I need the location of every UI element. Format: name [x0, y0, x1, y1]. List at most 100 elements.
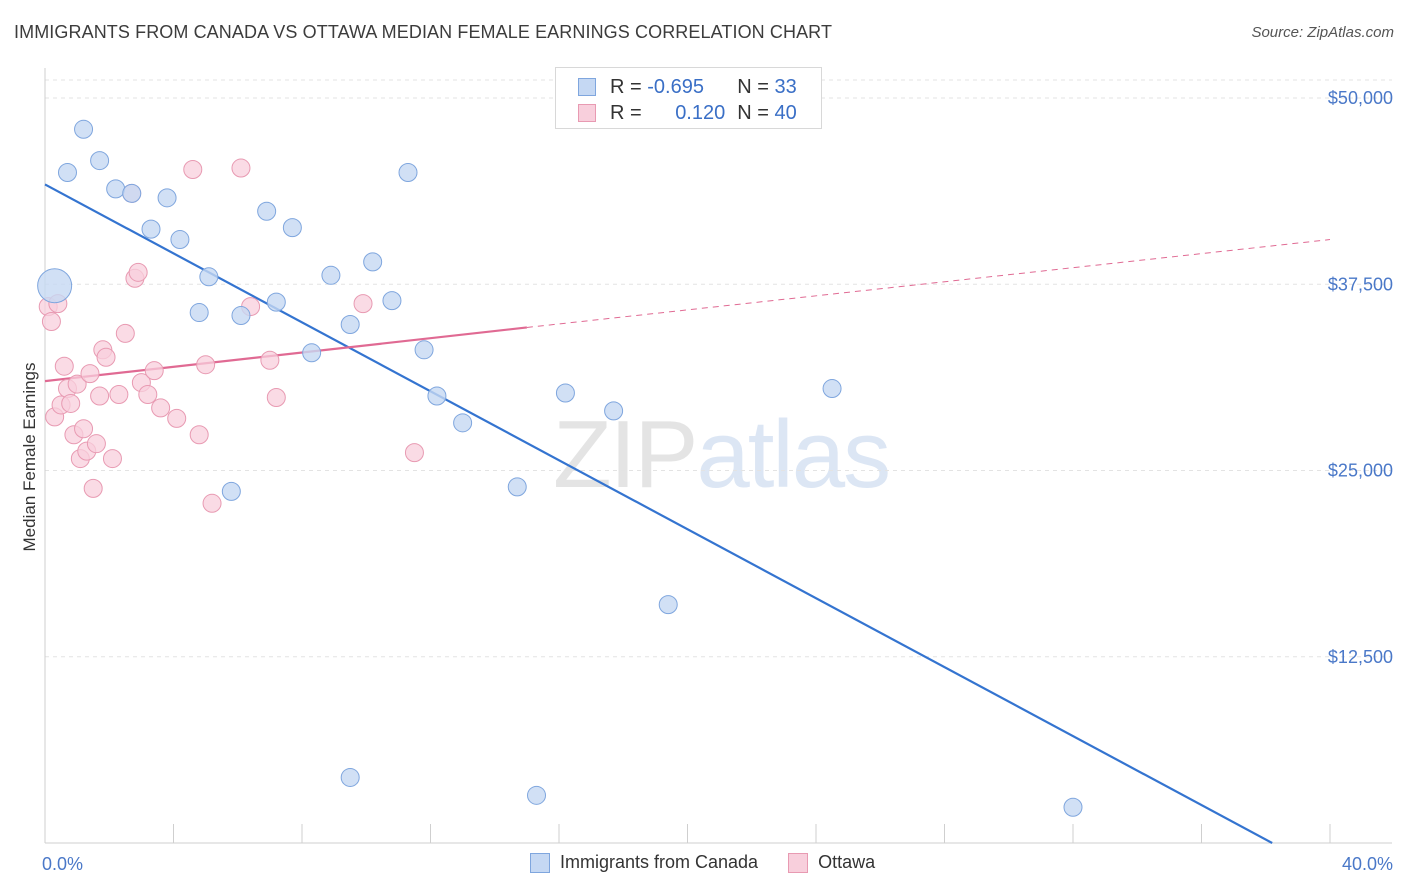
y-tick-label: $37,500	[1328, 274, 1393, 294]
trend-line-ottawa-extension	[526, 239, 1331, 328]
point-ottawa	[151, 398, 171, 418]
point-canada	[282, 218, 302, 238]
point-canada	[122, 183, 142, 203]
trend-lines	[44, 183, 1331, 844]
trend-line-ottawa	[44, 326, 527, 383]
point-canada	[453, 413, 473, 433]
legend-r-label: R =	[610, 101, 648, 124]
point-canada	[157, 188, 177, 208]
chart-title: IMMIGRANTS FROM CANADA VS OTTAWA MEDIAN …	[14, 22, 833, 42]
point-canada	[414, 340, 434, 360]
point-canada	[1063, 797, 1083, 817]
watermark-atlas: atlas	[696, 401, 891, 508]
point-canada	[189, 303, 209, 323]
point-ottawa	[54, 356, 74, 376]
point-ottawa	[196, 355, 216, 375]
point-ottawa	[189, 425, 209, 445]
point-canada	[427, 386, 447, 406]
point-ottawa	[41, 312, 61, 331]
point-canada	[822, 379, 842, 399]
y-tick-label: $50,000	[1328, 88, 1393, 108]
point-ottawa	[128, 262, 148, 282]
point-canada	[321, 265, 341, 285]
x-tick-label: 40.0%	[1342, 854, 1393, 874]
point-canada	[141, 219, 161, 239]
legend-swatch-pink	[578, 104, 596, 122]
point-ottawa	[96, 347, 116, 367]
point-canada	[170, 230, 190, 250]
points	[37, 119, 1083, 817]
point-canada	[90, 151, 110, 171]
axes	[44, 68, 1392, 844]
point-canada	[340, 314, 360, 334]
point-ottawa	[80, 364, 100, 384]
point-canada	[398, 163, 418, 182]
point-canada	[221, 481, 241, 501]
legend-item-ottawa: Ottawa	[788, 852, 875, 873]
legend-swatch-blue	[530, 852, 550, 873]
legend-label-ottawa: Ottawa	[818, 852, 876, 872]
tick-labels: $12,500 $25,000 $37,500 $50,000 0.0% 40.0%	[42, 88, 1393, 874]
point-canada	[231, 306, 251, 326]
point-ottawa	[86, 434, 106, 454]
point-canada	[106, 179, 126, 199]
legend-row-ottawa: R = 0.120 N = 40	[578, 100, 797, 126]
point-ottawa	[109, 385, 129, 405]
point-ottawa	[74, 419, 94, 439]
source-label: Source: ZipAtlas.com	[1251, 24, 1394, 41]
point-ottawa	[138, 385, 158, 405]
point-ottawa	[231, 158, 251, 178]
point-canada	[527, 785, 547, 805]
legend-n-label: N =	[737, 75, 775, 98]
point-canada	[57, 163, 77, 182]
point-canada	[37, 268, 73, 304]
legend-n-label: N =	[737, 101, 775, 124]
point-ottawa	[202, 493, 222, 513]
point-canada	[363, 252, 383, 272]
legend-r-label: R =	[610, 75, 648, 98]
x-tick-label: 0.0%	[42, 854, 83, 874]
point-canada	[266, 292, 286, 312]
legend-n-value: 40	[774, 101, 797, 124]
point-ottawa	[266, 387, 286, 407]
point-canada	[302, 343, 322, 363]
point-canada	[199, 267, 219, 287]
y-axis-label: Median Female Earnings	[20, 363, 39, 552]
point-canada	[340, 767, 360, 787]
legend-label-canada: Immigrants from Canada	[560, 852, 759, 872]
legend-r-value: -0.695	[647, 75, 704, 98]
legend-swatch-blue	[578, 78, 596, 96]
point-canada	[555, 383, 575, 403]
legend-r-value: 0.120	[675, 101, 726, 124]
point-canada	[257, 201, 277, 221]
point-ottawa	[404, 443, 424, 463]
point-ottawa	[183, 160, 203, 180]
trend-line-canada	[44, 183, 1273, 844]
legend-row-canada: R = -0.695 N = 33	[578, 74, 797, 100]
point-ottawa	[353, 294, 373, 314]
point-ottawa	[260, 350, 280, 370]
point-ottawa	[61, 393, 81, 413]
legend-n-value: 33	[774, 75, 797, 98]
point-canada	[658, 595, 678, 615]
correlation-legend: R = -0.695 N = 33 R = 0.120 N = 40	[555, 67, 822, 129]
point-ottawa	[83, 478, 103, 498]
point-ottawa	[167, 408, 187, 428]
point-ottawa	[102, 449, 122, 469]
y-tick-label: $25,000	[1328, 461, 1393, 481]
point-canada	[604, 401, 624, 421]
point-ottawa	[115, 323, 135, 343]
point-canada	[74, 119, 94, 139]
legend-swatch-pink	[788, 852, 809, 873]
point-canada	[382, 291, 402, 311]
watermark: ZIPatlas	[553, 400, 891, 510]
series-legend: Immigrants from Canada Ottawa	[530, 852, 905, 873]
point-ottawa	[67, 374, 87, 394]
y-tick-label: $12,500	[1328, 647, 1393, 667]
point-ottawa	[144, 361, 164, 381]
watermark-zip: ZIP	[553, 401, 698, 508]
legend-item-canada: Immigrants from Canada	[530, 852, 758, 873]
point-ottawa	[90, 386, 110, 406]
point-canada	[507, 477, 527, 497]
